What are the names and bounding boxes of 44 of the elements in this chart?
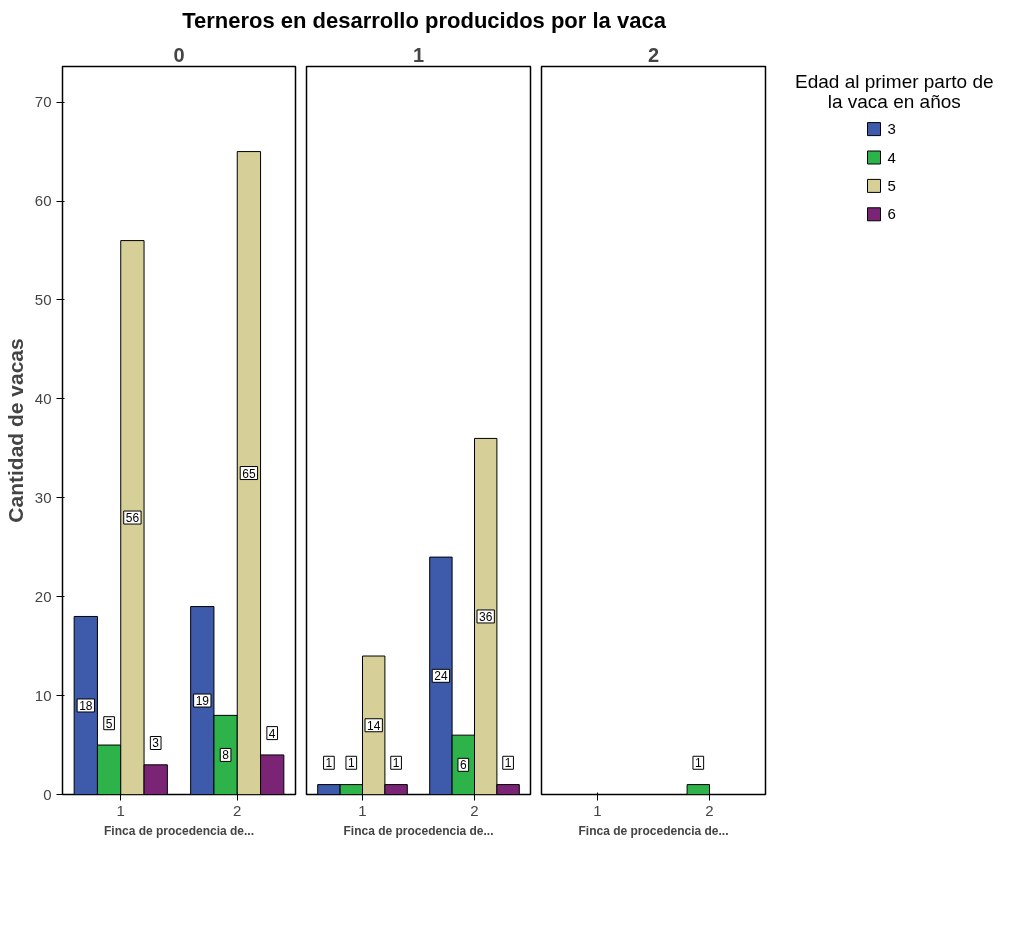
- y-axis-title: Cantidad de vacas: [3, 338, 27, 523]
- y-tick-label: 20: [34, 587, 52, 605]
- chart-title: 0: [173, 43, 185, 66]
- x-tick-label: 1: [358, 801, 367, 819]
- data-label: 56: [125, 511, 140, 526]
- data-label: 1: [347, 756, 355, 771]
- y-tick-label: 30: [34, 488, 52, 506]
- legend-title: Edad al primer parto de la vaca en años: [794, 70, 994, 112]
- chart-title: 1: [412, 43, 425, 66]
- y-tick-label: 60: [34, 192, 52, 210]
- data-label: 3: [152, 736, 160, 751]
- data-label: 65: [242, 466, 256, 481]
- x-tick-label: 1: [593, 801, 602, 819]
- y-tick-label: 40: [34, 389, 52, 407]
- data-label: 8: [222, 748, 230, 763]
- data-label: 6: [459, 758, 467, 773]
- data-label: 4: [268, 726, 276, 741]
- data-label: 1: [325, 756, 333, 771]
- data-label: 5: [105, 716, 113, 731]
- data-label: 19: [195, 694, 210, 709]
- x-axis-title: Finca de procedencia de...: [103, 823, 255, 838]
- chart-title: 2: [647, 43, 660, 66]
- legend-label: 3: [887, 120, 896, 138]
- x-tick-label: 2: [233, 801, 242, 819]
- data-label: 1: [694, 756, 702, 771]
- x-axis-title: Finca de procedencia de...: [343, 823, 494, 838]
- data-label: 14: [367, 718, 381, 733]
- y-tick-label: 0: [43, 785, 52, 803]
- data-label: 36: [479, 609, 493, 624]
- text: Terneros en desarrollo producidos por la vaca: [182, 8, 667, 33]
- x-tick-label: 2: [705, 801, 714, 819]
- data-label: 1: [392, 756, 400, 771]
- legend-label: 4: [887, 148, 896, 166]
- y-tick-label: 10: [34, 686, 52, 704]
- data-label: 18: [79, 698, 93, 713]
- legend-label: 5: [887, 176, 896, 194]
- x-tick-label: 1: [116, 801, 125, 819]
- y-tick-label: 70: [34, 93, 52, 111]
- x-axis-title: Finca de procedencia de...: [578, 823, 729, 838]
- y-tick-label: 50: [34, 290, 52, 308]
- legend-label: 6: [887, 205, 896, 223]
- x-tick-label: 2: [470, 801, 479, 819]
- data-label: 24: [434, 669, 448, 684]
- data-label: 1: [504, 756, 512, 771]
